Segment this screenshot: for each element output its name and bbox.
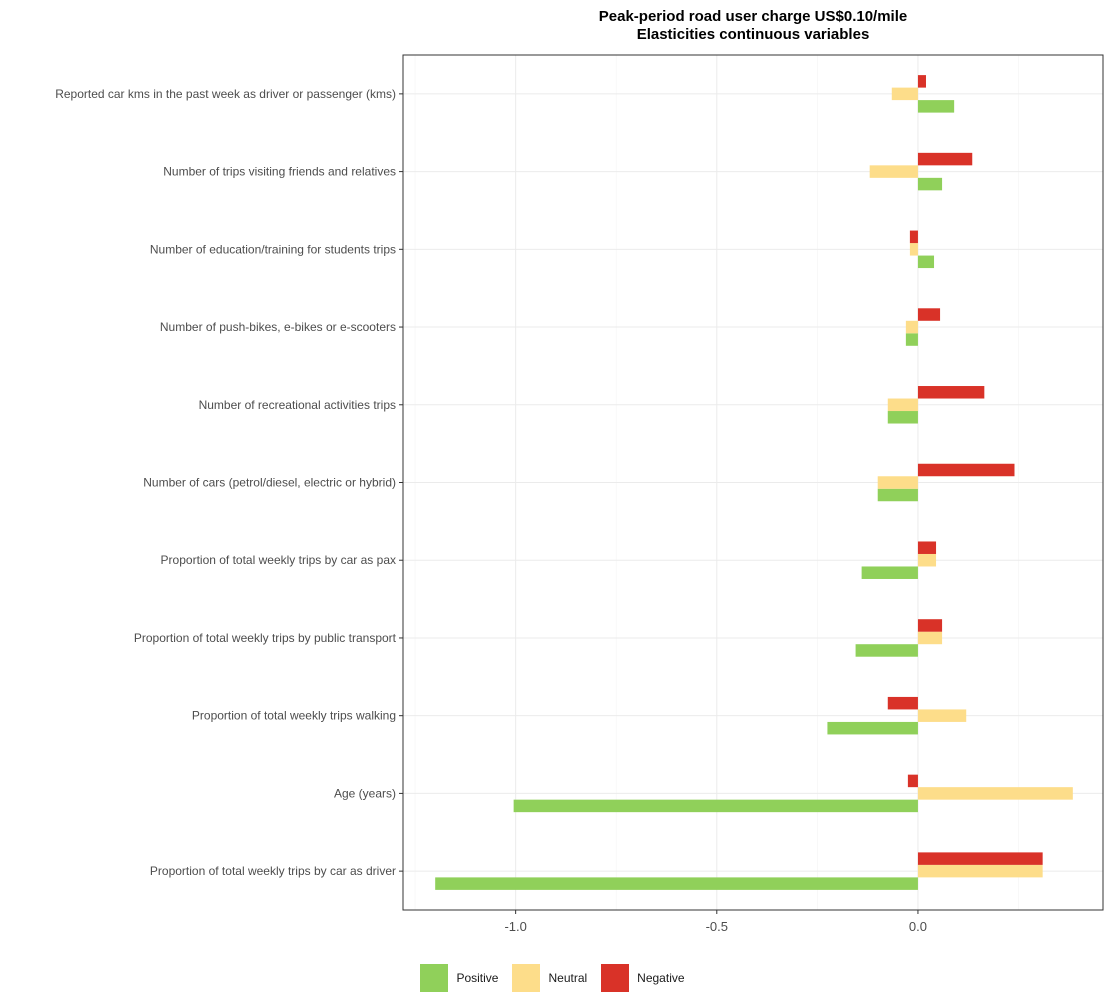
legend-label-negative: Negative — [637, 971, 685, 985]
legend-label-positive: Positive — [456, 971, 499, 985]
bar-neutral — [917, 787, 1073, 800]
y-tick-label: Number of education/training for student… — [150, 242, 396, 256]
bar-negative — [917, 152, 973, 166]
bar-neutral — [917, 864, 1043, 878]
bar-negative — [917, 852, 1043, 865]
bar-neutral — [917, 709, 967, 722]
bar-neutral — [905, 320, 918, 334]
y-tick-label: Proportion of total weekly trips by publ… — [134, 631, 397, 645]
bar-layer — [435, 75, 1073, 890]
bar-negative — [917, 75, 926, 88]
bar-positive — [513, 799, 918, 813]
bar-negative — [917, 308, 941, 321]
x-tick-label: 0.0 — [909, 919, 927, 934]
bar-neutral — [877, 476, 918, 489]
y-tick-label: Age (years) — [334, 786, 396, 800]
y-axis: Reported car kms in the past week as dri… — [55, 87, 403, 878]
bar-negative — [909, 230, 918, 244]
bar-neutral — [917, 631, 943, 645]
x-tick-label: -0.5 — [706, 919, 728, 934]
y-tick-label: Proportion of total weekly trips by car … — [150, 864, 396, 878]
chart-title-line-2: Elasticities continuous variables — [636, 26, 870, 43]
y-tick-label: Proportion of total weekly trips walking — [192, 709, 396, 723]
bar-positive — [917, 177, 943, 191]
bar-neutral — [887, 398, 918, 412]
chart-title-line-1: Peak-period road user charge US$0.10/mil… — [598, 8, 908, 25]
bar-negative — [887, 696, 918, 710]
legend-key-neutral — [512, 964, 541, 992]
x-tick-label: -1.0 — [504, 919, 526, 934]
bar-negative — [917, 541, 937, 554]
bar-negative — [917, 619, 943, 632]
y-tick-label: Number of push-bikes, e-bikes or e-scoot… — [160, 320, 396, 334]
bar-positive — [917, 100, 955, 113]
bar-negative — [907, 774, 918, 788]
bar-neutral — [869, 165, 918, 178]
y-tick-label: Number of recreational activities trips — [199, 398, 396, 412]
legend-item-negative: Negative — [601, 964, 685, 992]
bar-positive — [861, 566, 918, 579]
legend: Positive Neutral Negative — [0, 963, 1105, 993]
bar-negative — [917, 463, 1015, 477]
y-tick-label: Reported car kms in the past week as dri… — [55, 87, 396, 101]
legend-key-negative — [601, 964, 630, 992]
bar-positive — [435, 877, 918, 890]
legend-item-neutral: Neutral — [512, 964, 587, 992]
bar-neutral — [917, 553, 937, 567]
bar-negative — [917, 386, 985, 399]
bar-positive — [887, 411, 918, 424]
y-tick-label: Proportion of total weekly trips by car … — [161, 553, 396, 567]
y-tick-label: Number of trips visiting friends and rel… — [163, 165, 396, 179]
legend-item-positive: Positive — [420, 964, 498, 992]
x-axis: -1.0 -0.5 0.0 — [504, 910, 927, 934]
y-tick-label: Number of cars (petrol/diesel, electric … — [143, 476, 396, 490]
bar-positive — [855, 644, 918, 657]
bar-positive — [905, 333, 918, 346]
bar-positive — [877, 488, 918, 502]
legend-key-positive — [420, 964, 449, 992]
bar-positive — [827, 721, 918, 735]
bar-neutral — [909, 243, 918, 256]
legend-label-neutral: Neutral — [548, 971, 588, 985]
bar-positive — [917, 255, 935, 269]
bar-neutral — [891, 87, 918, 101]
grid-layer — [403, 55, 1103, 910]
